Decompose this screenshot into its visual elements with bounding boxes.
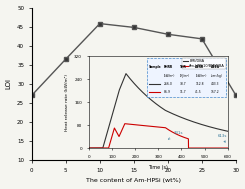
Y-axis label: LOI: LOI [6,78,12,89]
X-axis label: The content of Am-HPSi (wt%): The content of Am-HPSi (wt%) [86,178,181,184]
